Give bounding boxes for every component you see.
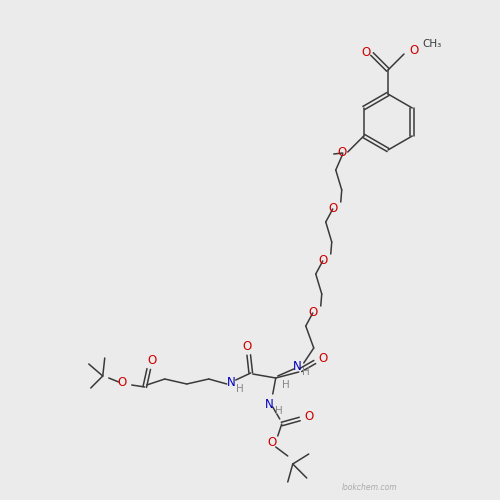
Text: N: N: [264, 398, 273, 410]
Text: O: O: [362, 46, 370, 59]
Text: O: O: [337, 146, 346, 160]
Text: lookchem.com: lookchem.com: [342, 484, 398, 492]
Text: O: O: [117, 376, 126, 388]
Text: H: H: [275, 406, 282, 416]
Text: H: H: [236, 384, 244, 394]
Text: O: O: [242, 340, 252, 352]
Text: H: H: [302, 367, 310, 377]
Text: O: O: [318, 352, 328, 366]
Text: O: O: [308, 306, 318, 318]
Text: O: O: [267, 436, 276, 448]
Text: H: H: [282, 380, 290, 390]
Text: N: N: [292, 360, 301, 372]
Text: O: O: [318, 254, 328, 266]
Text: CH₃: CH₃: [422, 39, 442, 49]
Text: O: O: [409, 44, 418, 58]
Text: O: O: [147, 354, 156, 366]
Text: O: O: [304, 410, 314, 424]
Text: N: N: [226, 376, 235, 388]
Text: O: O: [328, 202, 338, 214]
